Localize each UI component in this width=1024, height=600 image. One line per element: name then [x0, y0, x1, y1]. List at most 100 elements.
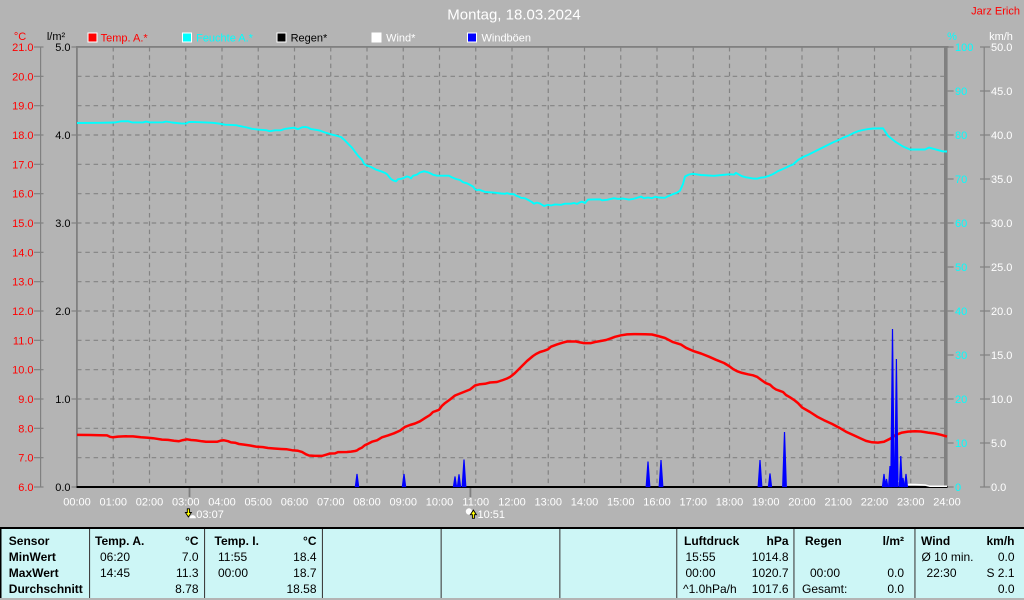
svg-text:9.0: 9.0 [18, 394, 33, 406]
svg-text:0.0: 0.0 [998, 582, 1015, 596]
svg-text:l/m²: l/m² [883, 534, 904, 548]
svg-text:22:30: 22:30 [927, 566, 957, 580]
svg-text:17.0: 17.0 [12, 159, 33, 171]
svg-text:15.0: 15.0 [12, 218, 33, 230]
svg-text:11.3: 11.3 [176, 566, 199, 580]
svg-text:0.0: 0.0 [887, 566, 904, 580]
svg-text:1.0: 1.0 [55, 394, 70, 406]
svg-text:3.0: 3.0 [55, 218, 70, 230]
svg-text:l/m²: l/m² [47, 31, 66, 43]
svg-text:Windböen: Windböen [482, 32, 532, 44]
svg-text:19.0: 19.0 [12, 101, 33, 113]
svg-text:40: 40 [955, 306, 967, 318]
svg-text:09:00: 09:00 [389, 497, 417, 509]
svg-text:02:00: 02:00 [136, 497, 164, 509]
svg-text:30: 30 [955, 350, 967, 362]
svg-text:03:07: 03:07 [196, 509, 224, 521]
svg-text:2.0: 2.0 [55, 306, 70, 318]
svg-text:10.0: 10.0 [12, 365, 33, 377]
svg-text:10: 10 [955, 438, 967, 450]
svg-text:21:00: 21:00 [824, 497, 852, 509]
svg-text:14:00: 14:00 [571, 497, 599, 509]
svg-text:35.0: 35.0 [991, 174, 1012, 186]
svg-text:04:00: 04:00 [208, 497, 236, 509]
svg-text:14.0: 14.0 [12, 247, 33, 259]
svg-text:22:00: 22:00 [861, 497, 889, 509]
svg-text:0: 0 [955, 482, 961, 494]
svg-text:10:51: 10:51 [478, 509, 506, 521]
svg-text:06:20: 06:20 [100, 550, 130, 564]
svg-text:100: 100 [955, 42, 973, 54]
svg-text:12:00: 12:00 [498, 497, 526, 509]
svg-text:1020.7: 1020.7 [752, 566, 789, 580]
svg-text:km/h: km/h [989, 31, 1013, 43]
svg-text:15:55: 15:55 [686, 550, 716, 564]
svg-text:0.0: 0.0 [55, 482, 70, 494]
svg-text:Feuchte A.*: Feuchte A.* [196, 32, 254, 44]
svg-text:14:45: 14:45 [100, 566, 130, 580]
svg-text:08:00: 08:00 [353, 497, 381, 509]
svg-text:15:00: 15:00 [607, 497, 635, 509]
svg-text:Gesamt:: Gesamt: [802, 582, 847, 596]
svg-text:5.0: 5.0 [55, 42, 70, 54]
svg-text:8.78: 8.78 [175, 582, 199, 596]
svg-text:°C: °C [14, 31, 26, 43]
svg-text:18.58: 18.58 [286, 582, 316, 596]
svg-text:03:00: 03:00 [172, 497, 200, 509]
svg-text:7.0: 7.0 [18, 453, 33, 465]
svg-text:Regen: Regen [805, 534, 842, 548]
svg-text:Montag, 18.03.2024: Montag, 18.03.2024 [447, 7, 580, 24]
svg-text:%: % [947, 31, 957, 43]
svg-text:10:00: 10:00 [426, 497, 454, 509]
svg-text:20:00: 20:00 [788, 497, 816, 509]
svg-text:90: 90 [955, 86, 967, 98]
svg-text:13.0: 13.0 [12, 277, 33, 289]
svg-text:10.0: 10.0 [991, 394, 1012, 406]
svg-text:Jarz Erich: Jarz Erich [971, 6, 1020, 18]
svg-text:^1.0hPa/h: ^1.0hPa/h [683, 582, 737, 596]
svg-text:Sensor: Sensor [9, 534, 50, 548]
svg-text:23:00: 23:00 [897, 497, 925, 509]
svg-text:5.0: 5.0 [991, 438, 1006, 450]
svg-text:70: 70 [955, 174, 967, 186]
svg-text:18.4: 18.4 [293, 550, 317, 564]
svg-text:24:00: 24:00 [933, 497, 961, 509]
svg-text:1014.8: 1014.8 [752, 550, 789, 564]
svg-text:45.0: 45.0 [991, 86, 1012, 98]
svg-text:19:00: 19:00 [752, 497, 780, 509]
svg-text:18:00: 18:00 [716, 497, 744, 509]
svg-text:80: 80 [955, 130, 967, 142]
svg-text:18.0: 18.0 [12, 130, 33, 142]
svg-text:Durchschnitt: Durchschnitt [9, 582, 83, 596]
svg-text:50.0: 50.0 [991, 42, 1012, 54]
svg-text:12.0: 12.0 [12, 306, 33, 318]
svg-text:21.0: 21.0 [12, 42, 33, 54]
svg-text:60: 60 [955, 218, 967, 230]
svg-text:1017.6: 1017.6 [752, 582, 789, 596]
svg-text:11:55: 11:55 [218, 550, 247, 564]
svg-text:11.0: 11.0 [13, 335, 34, 347]
svg-text:20.0: 20.0 [991, 306, 1012, 318]
svg-text:Temp. A.*: Temp. A.* [101, 32, 149, 44]
svg-text:0.0: 0.0 [991, 482, 1006, 494]
svg-text:Temp. I.: Temp. I. [215, 534, 259, 548]
svg-text:30.0: 30.0 [991, 218, 1012, 230]
svg-text:Wind*: Wind* [386, 32, 416, 44]
svg-text:17:00: 17:00 [679, 497, 707, 509]
svg-text:MaxWert: MaxWert [9, 566, 59, 580]
svg-text:°C: °C [303, 534, 317, 548]
svg-text:S 2.1: S 2.1 [986, 566, 1014, 580]
svg-text:00:00: 00:00 [810, 566, 840, 580]
svg-text:00:00: 00:00 [218, 566, 248, 580]
svg-text:MinWert: MinWert [9, 550, 56, 564]
svg-text:07:00: 07:00 [317, 497, 345, 509]
svg-text:13:00: 13:00 [534, 497, 562, 509]
svg-text:0.0: 0.0 [887, 582, 904, 596]
svg-text:0.0: 0.0 [998, 550, 1015, 564]
svg-text:Regen*: Regen* [291, 32, 328, 44]
svg-text:20.0: 20.0 [12, 71, 33, 83]
svg-text:50: 50 [955, 262, 967, 274]
svg-text:18.7: 18.7 [293, 566, 317, 580]
svg-text:8.0: 8.0 [18, 423, 33, 435]
svg-text:15.0: 15.0 [991, 350, 1012, 362]
